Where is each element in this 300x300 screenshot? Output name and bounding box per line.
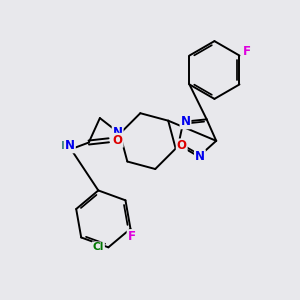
Text: N: N	[65, 140, 75, 152]
Text: N: N	[181, 115, 190, 128]
Text: F: F	[128, 230, 136, 243]
Text: N: N	[195, 150, 205, 163]
Text: Cl: Cl	[93, 242, 104, 252]
Text: F: F	[243, 45, 251, 58]
Text: O: O	[113, 134, 123, 147]
Text: O: O	[177, 140, 187, 152]
Text: H: H	[61, 141, 70, 151]
Text: N: N	[113, 126, 123, 139]
